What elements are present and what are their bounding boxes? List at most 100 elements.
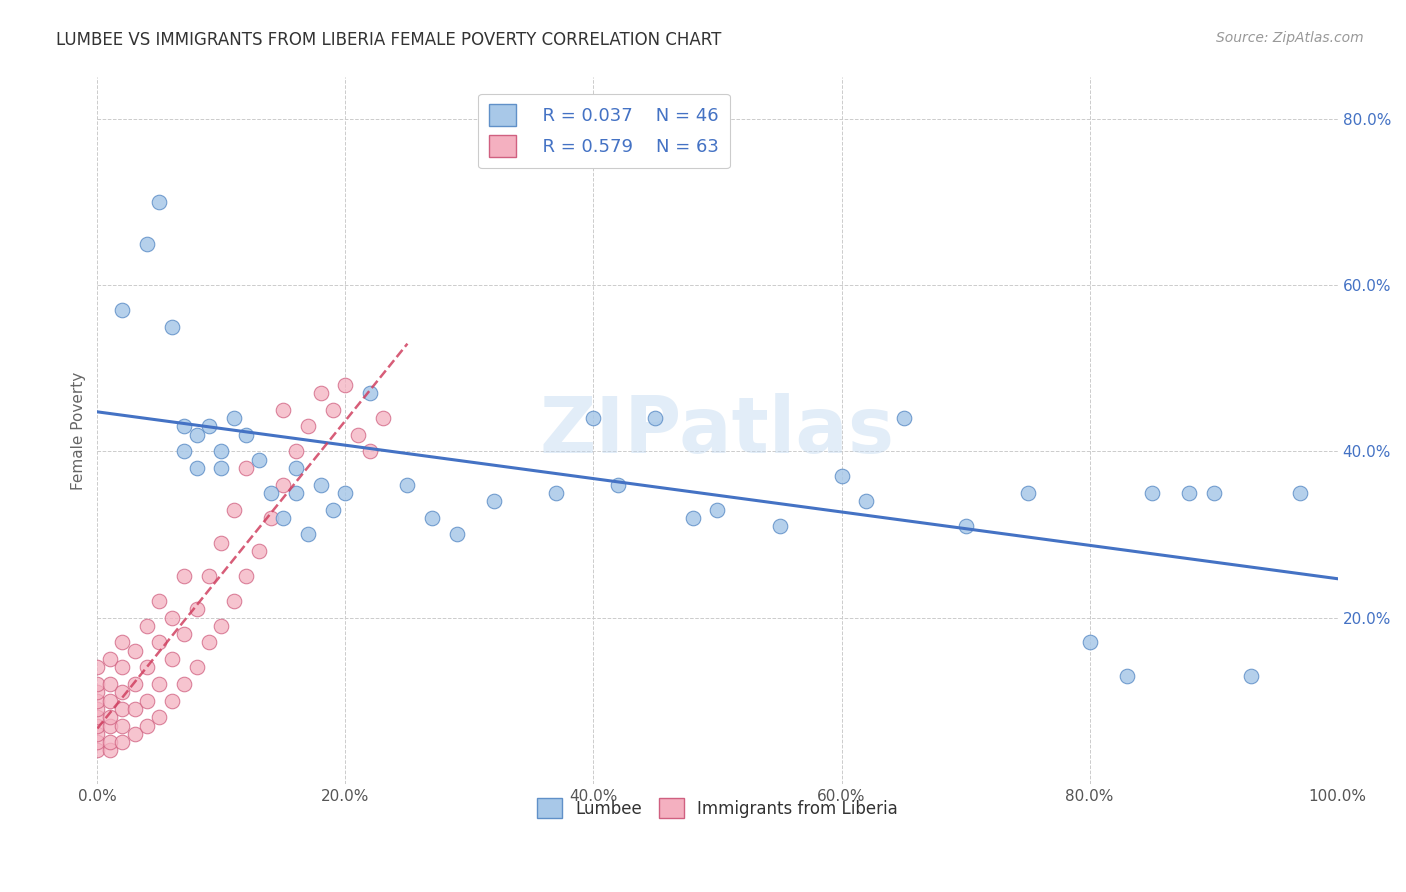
Point xyxy=(893,411,915,425)
Point xyxy=(136,619,159,633)
Point xyxy=(111,718,134,732)
Point xyxy=(86,735,108,749)
Point xyxy=(209,461,232,475)
Point xyxy=(111,685,134,699)
Point xyxy=(136,693,159,707)
Point xyxy=(706,502,728,516)
Point xyxy=(284,444,307,458)
Legend: Lumbee, Immigrants from Liberia: Lumbee, Immigrants from Liberia xyxy=(530,791,904,825)
Point xyxy=(546,486,568,500)
Point xyxy=(235,427,257,442)
Point xyxy=(273,402,295,417)
Point xyxy=(371,411,394,425)
Point xyxy=(148,594,170,608)
Point xyxy=(396,477,419,491)
Point xyxy=(186,427,208,442)
Point xyxy=(1202,486,1225,500)
Point xyxy=(209,444,232,458)
Point xyxy=(1178,486,1201,500)
Point xyxy=(98,710,121,724)
Point xyxy=(124,677,146,691)
Point xyxy=(98,693,121,707)
Y-axis label: Female Poverty: Female Poverty xyxy=(72,371,86,490)
Point xyxy=(222,502,245,516)
Point xyxy=(111,303,134,318)
Point xyxy=(1078,635,1101,649)
Point xyxy=(273,477,295,491)
Point xyxy=(186,602,208,616)
Point xyxy=(235,461,257,475)
Point xyxy=(86,710,108,724)
Point xyxy=(98,652,121,666)
Point xyxy=(855,494,877,508)
Point xyxy=(346,427,368,442)
Point xyxy=(86,677,108,691)
Point xyxy=(1017,486,1039,500)
Text: Source: ZipAtlas.com: Source: ZipAtlas.com xyxy=(1216,31,1364,45)
Point xyxy=(86,727,108,741)
Point xyxy=(309,477,332,491)
Point xyxy=(148,710,170,724)
Point xyxy=(186,660,208,674)
Point xyxy=(247,452,270,467)
Text: LUMBEE VS IMMIGRANTS FROM LIBERIA FEMALE POVERTY CORRELATION CHART: LUMBEE VS IMMIGRANTS FROM LIBERIA FEMALE… xyxy=(56,31,721,49)
Point xyxy=(297,527,319,541)
Point xyxy=(1289,486,1312,500)
Point xyxy=(86,702,108,716)
Point xyxy=(222,411,245,425)
Point xyxy=(198,635,221,649)
Point xyxy=(124,702,146,716)
Point xyxy=(160,610,183,624)
Point xyxy=(148,195,170,210)
Point xyxy=(582,411,605,425)
Point xyxy=(86,718,108,732)
Point xyxy=(173,569,195,583)
Point xyxy=(198,419,221,434)
Point xyxy=(644,411,666,425)
Point xyxy=(111,635,134,649)
Point xyxy=(98,677,121,691)
Point xyxy=(955,519,977,533)
Point xyxy=(111,702,134,716)
Point xyxy=(420,511,443,525)
Point xyxy=(86,660,108,674)
Point xyxy=(446,527,468,541)
Point xyxy=(136,718,159,732)
Point xyxy=(260,511,283,525)
Point xyxy=(209,535,232,549)
Point xyxy=(284,461,307,475)
Point xyxy=(273,511,295,525)
Point xyxy=(768,519,790,533)
Point xyxy=(284,486,307,500)
Point xyxy=(335,486,357,500)
Point xyxy=(173,677,195,691)
Point xyxy=(124,727,146,741)
Point xyxy=(235,569,257,583)
Point xyxy=(260,486,283,500)
Point xyxy=(160,693,183,707)
Point xyxy=(186,461,208,475)
Point xyxy=(222,594,245,608)
Point xyxy=(86,743,108,757)
Point xyxy=(359,386,381,401)
Point xyxy=(124,644,146,658)
Point xyxy=(1115,669,1137,683)
Point xyxy=(173,444,195,458)
Point xyxy=(831,469,853,483)
Point xyxy=(309,386,332,401)
Point xyxy=(111,660,134,674)
Point xyxy=(359,444,381,458)
Point xyxy=(322,502,344,516)
Point xyxy=(160,652,183,666)
Point xyxy=(297,419,319,434)
Point xyxy=(136,236,159,251)
Point xyxy=(98,743,121,757)
Point xyxy=(173,627,195,641)
Point xyxy=(98,718,121,732)
Point xyxy=(86,685,108,699)
Point xyxy=(148,635,170,649)
Point xyxy=(209,619,232,633)
Point xyxy=(111,735,134,749)
Point xyxy=(173,419,195,434)
Point xyxy=(247,544,270,558)
